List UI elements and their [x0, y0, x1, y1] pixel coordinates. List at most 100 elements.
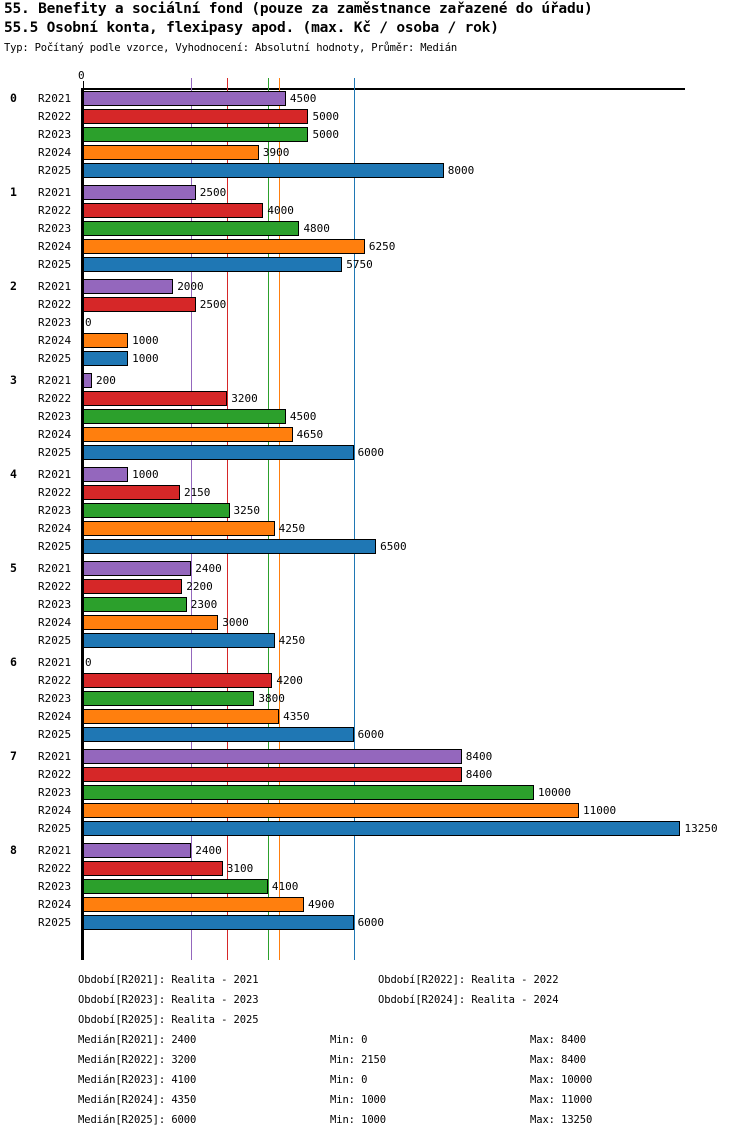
row-label-r2023: R2023	[38, 222, 72, 235]
bar-r2024[interactable]	[83, 521, 275, 536]
row-label-r2024: R2024	[38, 616, 72, 629]
row-label-r2023: R2023	[38, 598, 72, 611]
bar-r2024[interactable]	[83, 803, 580, 818]
bar-r2025[interactable]	[83, 821, 681, 836]
bar-r2021[interactable]	[83, 467, 129, 482]
page-subtitle: Typ: Počítaný podle vzorce, Vyhodnocení:…	[4, 42, 457, 54]
bar-r2022[interactable]	[83, 297, 196, 312]
bar-r2025[interactable]	[83, 445, 354, 460]
chart-row: 3 R2021 200	[0, 372, 750, 390]
chart-legend-footer: Období[R2021]: Realita - 2021 Období[R202…	[0, 963, 750, 1136]
bar-r2021[interactable]	[83, 373, 93, 388]
chart-row: R2024 4900	[0, 896, 750, 914]
chart-row: R2025 6000	[0, 726, 750, 744]
bar-r2022[interactable]	[83, 579, 183, 594]
legend-min-value: Min: 0	[330, 1034, 368, 1046]
bar-r2025[interactable]	[83, 727, 354, 742]
bar-value-label: 4500	[289, 92, 317, 105]
chart-row: R2023 2300	[0, 596, 750, 614]
bar-r2025[interactable]	[83, 539, 377, 554]
bar-r2022[interactable]	[83, 861, 223, 876]
bar-r2024[interactable]	[83, 333, 129, 348]
chart-row: R2024 3000	[0, 614, 750, 632]
legend-median-value: Medián[R2025]: 6000	[78, 1114, 197, 1126]
bar-r2025[interactable]	[83, 915, 354, 930]
row-label-r2023: R2023	[38, 504, 72, 517]
x-axis-origin-label: 0	[78, 69, 85, 82]
bar-r2023[interactable]	[83, 785, 534, 800]
bar-r2024[interactable]	[83, 239, 365, 254]
bar-r2021[interactable]	[83, 91, 286, 106]
bar-r2025[interactable]	[83, 163, 444, 178]
legend-max-value: Max: 8400	[530, 1034, 586, 1046]
row-label-r2024: R2024	[38, 146, 72, 159]
bar-r2025[interactable]	[83, 351, 129, 366]
bar-r2022[interactable]	[83, 109, 309, 124]
bar-r2021[interactable]	[83, 561, 192, 576]
bar-r2022[interactable]	[83, 767, 462, 782]
bar-value-label: 5750	[346, 258, 373, 271]
chart-row: R2023 3250	[0, 502, 750, 520]
group-label: 0	[10, 91, 17, 105]
group-label: 2	[10, 279, 17, 293]
bar-value-label: 4800	[303, 222, 330, 235]
bar-r2021[interactable]	[83, 185, 196, 200]
chart-row: R2025 5750	[0, 256, 750, 274]
bar-r2021[interactable]	[83, 279, 174, 294]
chart-row: R2025 6500	[0, 538, 750, 556]
bar-value-label: 2500	[199, 298, 227, 311]
legend-min-value: Min: 2150	[330, 1054, 386, 1066]
chart-row: R2024 11000	[0, 802, 750, 820]
bar-r2022[interactable]	[83, 673, 273, 688]
row-label-r2024: R2024	[38, 804, 72, 817]
bar-r2024[interactable]	[83, 709, 280, 724]
chart-row: R2023 4500	[0, 408, 750, 426]
median-line-r2022	[227, 78, 229, 960]
legend-max-value: Max: 8400	[530, 1054, 586, 1066]
bar-value-label: 2200	[186, 580, 213, 593]
bar-value-label: 8000	[447, 164, 475, 177]
row-label-r2025: R2025	[38, 258, 72, 271]
bar-value-label: 4250	[278, 522, 306, 535]
chart-row: R2022 3200	[0, 390, 750, 408]
row-label-r2022: R2022	[38, 298, 72, 311]
chart-row: R2025 13250	[0, 820, 750, 838]
bar-r2023[interactable]	[83, 597, 187, 612]
bar-r2023[interactable]	[83, 879, 268, 894]
bar-r2022[interactable]	[83, 203, 264, 218]
bar-r2022[interactable]	[83, 485, 180, 500]
bar-r2024[interactable]	[83, 897, 304, 912]
bar-value-label: 3800	[258, 692, 285, 705]
bar-r2021[interactable]	[83, 843, 192, 858]
bar-r2025[interactable]	[83, 257, 343, 272]
bar-r2024[interactable]	[83, 145, 259, 160]
group-label: 6	[10, 655, 17, 669]
x-axis-top-rule	[83, 88, 685, 90]
bar-r2022[interactable]	[83, 391, 228, 406]
chart-row: R2022 2500	[0, 296, 750, 314]
bar-value-label: 13250	[684, 822, 718, 835]
chart-row: R2022 4000	[0, 202, 750, 220]
group-label: 8	[10, 843, 17, 857]
bar-value-label: 2300	[190, 598, 218, 611]
chart-row: R2023 0	[0, 314, 750, 332]
bar-r2023[interactable]	[83, 503, 230, 518]
bar-r2021[interactable]	[83, 749, 462, 764]
median-line-r2021	[191, 78, 193, 960]
bar-value-label: 0	[85, 316, 92, 329]
row-label-r2025: R2025	[38, 822, 72, 835]
bar-r2023[interactable]	[83, 127, 309, 142]
bar-r2023[interactable]	[83, 221, 300, 236]
bar-r2023[interactable]	[83, 691, 255, 706]
bar-r2025[interactable]	[83, 633, 275, 648]
chart-row: R2024 6250	[0, 238, 750, 256]
chart-row: R2025 8000	[0, 162, 750, 180]
chart-row: R2022 2200	[0, 578, 750, 596]
bar-r2024[interactable]	[83, 427, 293, 442]
bar-r2024[interactable]	[83, 615, 219, 630]
chart-row: R2025 1000	[0, 350, 750, 368]
bar-r2023[interactable]	[83, 409, 286, 424]
page-title-line2: 55.5 Osobní konta, flexipasy apod. (max.…	[4, 20, 499, 36]
chart-row: 2 R2021 2000	[0, 278, 750, 296]
